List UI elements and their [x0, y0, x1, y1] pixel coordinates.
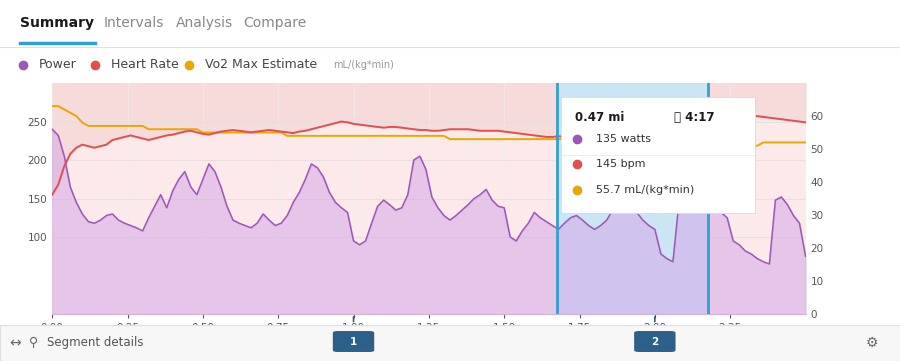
Text: Intervals: Intervals — [104, 16, 164, 30]
Text: 55.7 mL/(kg*min): 55.7 mL/(kg*min) — [596, 185, 695, 195]
Text: 0.47 mi: 0.47 mi — [575, 111, 625, 124]
Text: 135 watts: 135 watts — [596, 134, 652, 144]
Text: Compare: Compare — [243, 16, 306, 30]
Text: ⏱ 4:17: ⏱ 4:17 — [673, 111, 714, 124]
Text: 2: 2 — [652, 336, 659, 347]
Text: Heart Rate: Heart Rate — [111, 58, 178, 71]
Text: ↔: ↔ — [9, 336, 21, 350]
Text: 1: 1 — [350, 336, 357, 347]
Text: Summary: Summary — [20, 16, 94, 30]
Bar — [557, 83, 707, 314]
Text: Analysis: Analysis — [176, 16, 232, 30]
Text: ⚲: ⚲ — [29, 336, 38, 349]
Text: Power: Power — [39, 58, 76, 71]
Text: mL/(kg*min): mL/(kg*min) — [333, 60, 394, 70]
Text: ⚙: ⚙ — [866, 336, 878, 350]
Text: Vo2 Max Estimate: Vo2 Max Estimate — [205, 58, 318, 71]
Text: Segment details: Segment details — [47, 336, 143, 349]
Text: 145 bpm: 145 bpm — [596, 160, 645, 169]
